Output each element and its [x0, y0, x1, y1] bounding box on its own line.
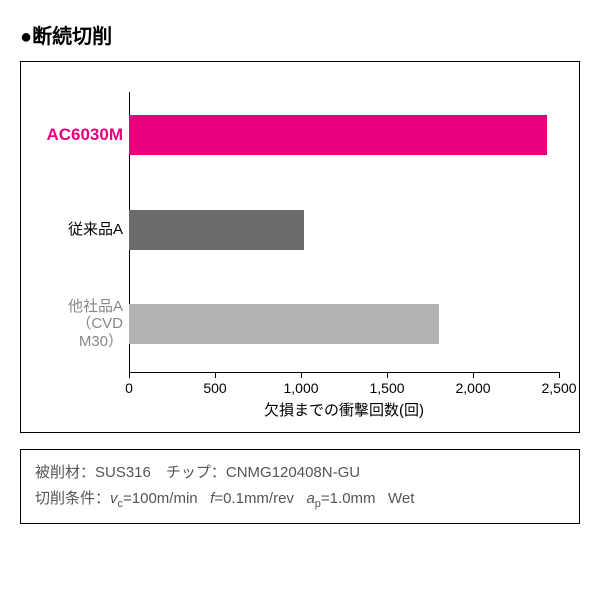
x-tick-label: 2,000: [455, 380, 490, 396]
vc-val: =100m/min: [123, 490, 198, 507]
vc-sym: v: [110, 490, 118, 507]
x-axis: 05001,0001,5002,0002,500: [129, 372, 559, 373]
x-tick-label: 1,000: [283, 380, 318, 396]
conditions-box: 被削材：SUS316 チップ：CNMG120408N-GU 切削条件：vc=10…: [20, 449, 580, 524]
plot-area: AC6030M 従来品A 他社品A（CVDM30） 05001,0001,5002,…: [129, 92, 559, 420]
bar: [129, 210, 304, 250]
wet-label: Wet: [388, 490, 414, 507]
x-tick-label: 2,500: [541, 380, 576, 396]
ap-val: =1.0mm: [321, 490, 376, 507]
x-tick-label: 500: [203, 380, 226, 396]
bars-region: AC6030M 従来品A 他社品A（CVDM30）: [129, 92, 559, 372]
ap-sym: a: [306, 490, 314, 507]
bar-label: 従来品A: [68, 221, 129, 238]
x-tick: [473, 372, 474, 378]
chart-container: AC6030M従来品A他社品A（CVDM30） 05001,0001,5002,…: [20, 61, 580, 433]
x-tick-label: 0: [125, 380, 133, 396]
bar-label: 他社品A（CVDM30）: [68, 298, 129, 350]
bar-row: AC6030M: [129, 115, 559, 155]
x-tick: [215, 372, 216, 378]
f-val: =0.1mm/rev: [214, 490, 294, 507]
bar-row: 従来品A: [129, 210, 559, 250]
x-tick-label: 1,500: [369, 380, 404, 396]
x-tick: [559, 372, 560, 378]
bar-label: AC6030M: [46, 125, 129, 145]
x-tick: [387, 372, 388, 378]
x-axis-label: 欠損までの衝撃回数(回): [129, 399, 559, 420]
bar-row: 他社品A（CVDM30）: [129, 304, 559, 344]
section-title: ●断続切削: [20, 20, 580, 49]
cond-prefix: 切削条件：: [35, 490, 110, 507]
conditions-line2: 切削条件：vc=100m/min f=0.1mm/rev ap=1.0mm We…: [35, 486, 565, 514]
x-tick: [301, 372, 302, 378]
bar: [129, 304, 439, 344]
bar: [129, 115, 547, 155]
x-tick: [129, 372, 130, 378]
conditions-line1: 被削材：SUS316 チップ：CNMG120408N-GU: [35, 460, 565, 486]
